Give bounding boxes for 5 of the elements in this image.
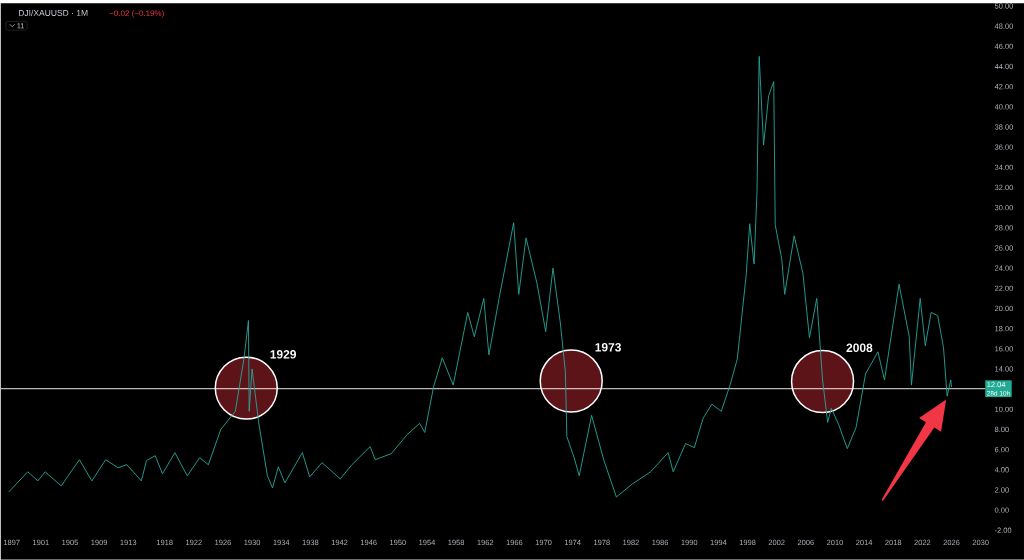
annotation: 1973 <box>595 343 621 352</box>
text: DJI/XAUUSD · 1M <box>18 9 88 17</box>
line-series <box>8 56 952 498</box>
annotation: 2008 <box>846 343 873 353</box>
annotation: 1929 <box>270 350 297 359</box>
